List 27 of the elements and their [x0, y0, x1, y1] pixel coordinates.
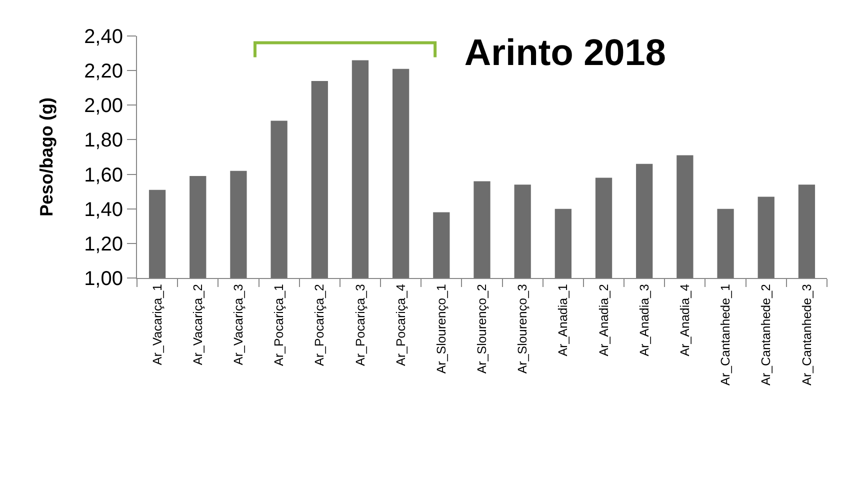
y-tick-label: 1,60 [84, 164, 123, 186]
x-tick-label: Ar_Slourenço_2 [475, 284, 490, 374]
x-tick-label: Ar_Anadia_3 [637, 284, 652, 356]
x-tick-label: Ar_Cantanhede_1 [718, 284, 733, 386]
y-tick-label: 1,20 [84, 233, 123, 256]
x-tick-label: Ar_Vacariça_2 [190, 284, 205, 366]
x-tick-label: Ar_Pocariça_3 [353, 284, 368, 366]
x-tick-label: Ar_Anadia_2 [596, 284, 611, 356]
y-tick-label: 2,40 [84, 26, 123, 48]
x-tick-label: Ar_Pocariça_2 [312, 284, 327, 366]
y-axis-title: Peso/bago (g) [36, 97, 56, 217]
x-tick-label: Ar_Cantanhede_2 [759, 284, 774, 386]
y-tick-label: 1,40 [84, 198, 123, 221]
x-tick-label: Ar_Slourenço_1 [434, 284, 448, 374]
y-tick-label: 2,00 [84, 95, 123, 118]
x-tick-label: Ar_Anadia_4 [678, 284, 692, 356]
y-tick-label: 1,00 [84, 268, 123, 290]
y-tick-label: 2,20 [84, 60, 123, 83]
chart-title: Arinto 2018 [464, 32, 666, 74]
x-tick-label: Ar_Cantanhede_3 [800, 284, 814, 386]
x-tick-label: Ar_Pocariça_4 [394, 284, 408, 366]
x-tick-label: Ar_Vacariça_3 [232, 284, 246, 366]
y-tick-label: 1,80 [84, 130, 123, 152]
x-tick-label: Ar_Vacariça_1 [150, 284, 164, 366]
x-tick-label: Ar_Pocariça_1 [272, 284, 286, 366]
x-tick-label: Ar_Slourenço_3 [516, 284, 530, 374]
x-tick-label: Ar_Anadia_1 [556, 284, 570, 356]
